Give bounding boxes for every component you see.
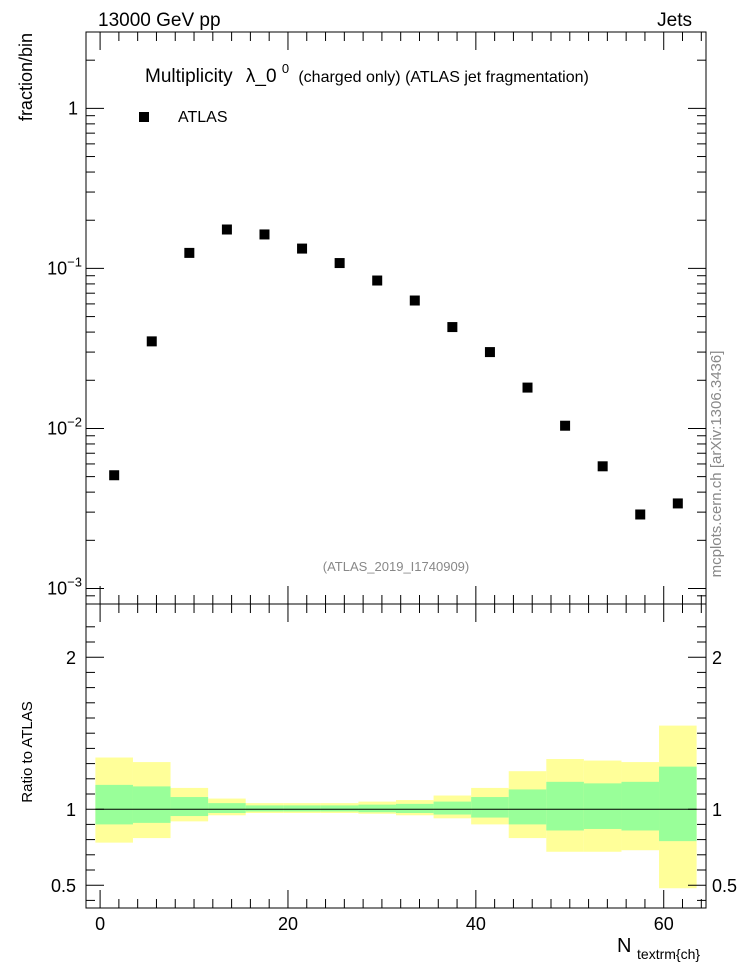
data-point: [447, 322, 458, 333]
ratio-green-band: [396, 803, 434, 813]
data-point: [522, 382, 533, 393]
ratio-y-tick-label-right: 1: [712, 800, 722, 820]
ratio-green-band: [546, 781, 584, 831]
y-tick-label: 10−1: [47, 254, 82, 278]
ratio-green-band: [471, 797, 509, 818]
data-point: [334, 258, 345, 269]
data-point: [635, 509, 646, 520]
legend-marker: [139, 112, 149, 122]
ratio-green-band: [208, 803, 246, 813]
ratio-green-band: [583, 783, 622, 829]
ratio-green-band: [170, 797, 209, 817]
ratio-green-band: [320, 805, 359, 812]
title-rest: (charged only) (ATLAS jet fragmentation): [298, 69, 589, 86]
y-tick-label: 1: [68, 98, 78, 118]
ratio-y-tick-label: 1: [66, 800, 76, 820]
ratio-y-tick-label-right: 2: [712, 648, 722, 668]
ratio-frame: [85, 603, 707, 909]
ratio-y-tick-label: 2: [66, 648, 76, 668]
data-point: [259, 229, 270, 240]
y-axis-label: fraction/bin: [16, 33, 36, 121]
ratio-green-band: [659, 766, 697, 842]
data-point: [560, 420, 571, 431]
main-panel: 1 10−1 10−2 10−3: [47, 31, 707, 605]
x-axis-label-sub: textrm{ch}: [637, 946, 700, 962]
title-superscript: 0: [282, 61, 289, 76]
data-point: [109, 470, 120, 481]
legend-label: ATLAS: [178, 109, 228, 126]
data-point: [372, 275, 383, 286]
chart-title: Multiplicity λ_0 0 (charged only) (ATLAS…: [145, 57, 589, 87]
data-point: [409, 295, 420, 306]
x-tick-label: 0: [95, 914, 105, 934]
energy-label: 13000 GeV pp: [98, 10, 221, 31]
data-point: [597, 461, 608, 472]
ratio-green-band: [283, 805, 321, 812]
ratio-green-band: [358, 804, 396, 813]
ratio-green-band: [621, 781, 660, 831]
data-point: [297, 243, 308, 254]
title-symbol: λ_0: [246, 66, 277, 87]
y-tick-label: 10−2: [47, 414, 82, 438]
ratio-green-band: [132, 786, 171, 823]
data-point: [221, 224, 232, 235]
side-label: mcplots.cern.ch [arXiv:1306.3436]: [708, 351, 725, 578]
ratio-green-band: [508, 789, 547, 825]
ratio-y-tick-label-right: 0.5: [712, 876, 737, 896]
data-point: [672, 498, 683, 509]
y-tick-label: 10−3: [47, 574, 82, 598]
ratio-green-band: [95, 784, 133, 825]
analysis-id: (ATLAS_2019_I1740909): [323, 559, 469, 574]
ratio-green-band: [433, 801, 472, 815]
x-tick-label: 20: [278, 914, 298, 934]
x-tick-label: 60: [654, 914, 674, 934]
ratio-panel: 0 20 40 60 0.5 0.5 1 1 2 2: [51, 603, 737, 934]
process-label: Jets: [657, 10, 692, 31]
title-main: Multiplicity: [145, 66, 233, 87]
ratio-y-axis-label: Ratio to ATLAS: [19, 701, 36, 802]
x-axis-label-main: N: [617, 935, 631, 957]
data-point: [484, 347, 495, 358]
x-axis-label: N textrm{ch}: [617, 935, 700, 962]
data-point: [146, 336, 157, 347]
x-tick-label: 40: [466, 914, 486, 934]
ratio-green-band: [245, 805, 284, 812]
data-point: [184, 247, 195, 258]
ratio-y-tick-label: 0.5: [51, 876, 76, 896]
